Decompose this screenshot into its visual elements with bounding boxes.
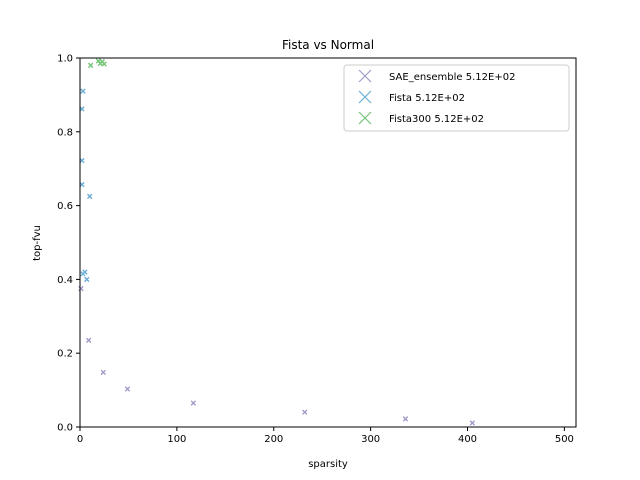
legend-marker	[358, 90, 372, 104]
legend: SAE_ensemble 5.12E+02 Fista 5.12E+02 Fista…	[343, 64, 570, 132]
x-tick-label: 500	[555, 434, 574, 445]
data-point	[86, 193, 93, 200]
y-tick-label: 0.6	[57, 201, 73, 212]
data-point	[87, 62, 94, 69]
plot-area: 0 100 200 300 400 500 0.0 0.2 0.4 0.6 0.8 1.0	[57, 54, 577, 445]
series-3	[87, 58, 107, 69]
legend-items: SAE_ensemble 5.12E+02 Fista 5.12E+02 Fista…	[358, 69, 515, 125]
data-point	[190, 400, 197, 406]
y-axis-ticks: 0.0 0.2 0.4 0.6 0.8 1.0	[57, 54, 80, 434]
data-points	[78, 58, 476, 426]
legend-marker	[358, 69, 372, 83]
x-tick-label: 0	[77, 434, 83, 445]
data-point	[86, 337, 92, 343]
x-axis-label: sparsity	[308, 459, 348, 470]
x-axis-ticks: 0 100 200 300 400 500	[77, 427, 574, 445]
y-tick-label: 0.8	[57, 127, 73, 138]
data-point	[101, 61, 107, 67]
data-point	[80, 271, 86, 277]
x-tick-label: 300	[361, 434, 380, 445]
y-tick-label: 0.2	[57, 349, 73, 360]
data-point	[84, 276, 90, 283]
legend-label: SAE_ensemble 5.12E+02	[389, 72, 515, 83]
legend-box	[343, 64, 570, 132]
y-axis-label: top-fvu	[32, 225, 43, 261]
data-point	[100, 369, 106, 376]
y-tick-label: 0.4	[57, 275, 73, 286]
legend-marker	[358, 111, 372, 125]
legend-label: Fista 5.12E+02	[389, 93, 465, 104]
x-tick-label: 400	[458, 434, 477, 445]
data-point	[80, 88, 86, 94]
data-point	[302, 409, 308, 415]
data-point	[402, 416, 409, 422]
data-point	[124, 386, 131, 392]
y-tick-label: 0.0	[57, 423, 73, 434]
axes-frame	[79, 57, 577, 428]
data-point	[469, 420, 476, 426]
legend-label: Fista300 5.12E+02	[389, 114, 484, 125]
y-tick-label: 1.0	[57, 54, 73, 65]
x-tick-label: 200	[264, 434, 283, 445]
x-tick-label: 100	[167, 434, 186, 445]
chart-title: Fista vs Normal	[282, 38, 374, 52]
